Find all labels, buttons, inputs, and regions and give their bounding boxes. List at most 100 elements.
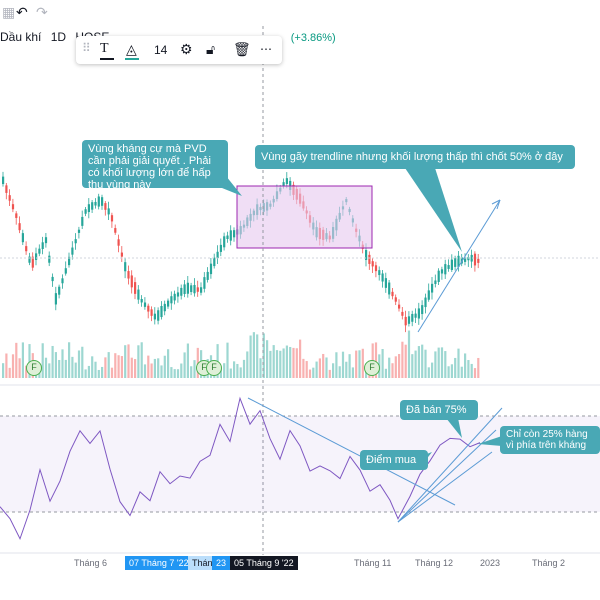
rsi-uptrend-line-3[interactable] xyxy=(397,451,493,523)
candle[interactable] xyxy=(120,252,123,257)
candle[interactable] xyxy=(209,263,213,275)
candle[interactable] xyxy=(477,258,480,263)
rsi-line[interactable] xyxy=(0,396,481,541)
candle[interactable] xyxy=(143,302,147,307)
candle[interactable] xyxy=(110,215,114,222)
candle[interactable] xyxy=(193,284,196,294)
candle[interactable] xyxy=(38,248,41,254)
candle[interactable] xyxy=(391,291,394,297)
candle[interactable] xyxy=(411,313,414,322)
candle[interactable] xyxy=(48,255,51,263)
candle[interactable] xyxy=(163,303,166,312)
trendline-up[interactable] xyxy=(417,199,501,333)
candle[interactable] xyxy=(473,253,477,266)
redo-icon[interactable]: ↷ xyxy=(36,4,48,20)
candle[interactable] xyxy=(401,311,404,316)
candle[interactable] xyxy=(447,265,450,269)
candle[interactable] xyxy=(127,271,130,279)
candle[interactable] xyxy=(137,289,140,300)
candle[interactable] xyxy=(219,244,222,252)
candle[interactable] xyxy=(147,305,150,312)
event-marker[interactable]: F xyxy=(26,360,42,376)
candle[interactable] xyxy=(464,257,467,262)
callout-buy-point[interactable]: Điểm mua xyxy=(360,450,428,470)
candle[interactable] xyxy=(58,286,61,295)
event-marker[interactable]: F xyxy=(364,360,380,376)
candle[interactable] xyxy=(407,316,411,324)
candle[interactable] xyxy=(440,269,444,274)
text-tool-icon[interactable]: T xyxy=(100,41,109,56)
candle[interactable] xyxy=(460,257,463,264)
candle[interactable] xyxy=(431,283,434,293)
rsi-downtrend-line[interactable] xyxy=(247,397,456,506)
candle[interactable] xyxy=(15,213,18,218)
candle[interactable] xyxy=(107,208,110,215)
callout-remaining[interactable]: Chỉ còn 25% hàng vì phía trên kháng xyxy=(500,426,600,454)
rsi-uptrend-line-2[interactable] xyxy=(397,429,497,523)
candle[interactable] xyxy=(394,297,397,302)
candle[interactable] xyxy=(282,182,285,187)
candle[interactable] xyxy=(371,261,374,267)
candle[interactable] xyxy=(167,300,170,307)
candle[interactable] xyxy=(365,250,368,260)
settings-gear-icon[interactable]: ⚙ xyxy=(180,41,193,57)
candle[interactable] xyxy=(51,276,54,282)
candle[interactable] xyxy=(104,203,107,210)
candle[interactable] xyxy=(180,287,183,296)
candle[interactable] xyxy=(31,256,34,268)
candle[interactable] xyxy=(223,236,226,248)
candle[interactable] xyxy=(21,233,24,243)
candle[interactable] xyxy=(421,305,424,315)
candle[interactable] xyxy=(11,204,15,210)
candle[interactable] xyxy=(289,180,292,190)
candle[interactable] xyxy=(388,282,391,295)
candle[interactable] xyxy=(190,285,193,293)
candle[interactable] xyxy=(285,178,288,184)
undo-icon[interactable]: ↶ xyxy=(16,4,28,20)
candle[interactable] xyxy=(467,257,470,261)
symbol-name[interactable]: Dầu khí xyxy=(0,30,42,44)
candle[interactable] xyxy=(457,255,460,267)
candle[interactable] xyxy=(140,298,143,303)
candle[interactable] xyxy=(18,223,21,231)
candle[interactable] xyxy=(200,287,203,293)
candle[interactable] xyxy=(203,277,206,289)
rsi-uptrend-line-1[interactable] xyxy=(397,407,503,523)
candle[interactable] xyxy=(41,242,44,250)
candle[interactable] xyxy=(427,290,430,300)
candle[interactable] xyxy=(381,273,384,282)
candle[interactable] xyxy=(160,305,163,318)
candle[interactable] xyxy=(64,268,67,274)
symbol-interval[interactable]: 1D xyxy=(50,30,67,44)
candle[interactable] xyxy=(130,275,133,288)
candle[interactable] xyxy=(97,196,100,207)
candle[interactable] xyxy=(101,197,104,206)
candle[interactable] xyxy=(117,239,120,246)
callout-sold[interactable]: Đã bán 75% xyxy=(400,400,478,420)
candle[interactable] xyxy=(153,313,156,320)
candle[interactable] xyxy=(74,239,77,244)
candle[interactable] xyxy=(71,247,74,255)
candle[interactable] xyxy=(226,235,229,239)
candle[interactable] xyxy=(384,278,387,288)
candle[interactable] xyxy=(8,195,11,201)
candle[interactable] xyxy=(233,230,236,238)
candle[interactable] xyxy=(444,264,447,275)
candle[interactable] xyxy=(176,292,180,297)
trash-icon[interactable]: 🗑︎ xyxy=(233,41,251,57)
candle[interactable] xyxy=(213,257,216,267)
candle[interactable] xyxy=(216,251,219,259)
candle[interactable] xyxy=(54,293,57,305)
candle[interactable] xyxy=(150,309,153,316)
candle[interactable] xyxy=(35,253,38,260)
candle[interactable] xyxy=(414,313,417,318)
candle[interactable] xyxy=(87,204,90,213)
candle[interactable] xyxy=(434,280,437,285)
candle[interactable] xyxy=(196,287,199,292)
candle[interactable] xyxy=(170,296,173,304)
candle[interactable] xyxy=(61,278,64,284)
event-marker[interactable]: F xyxy=(206,360,222,376)
candle[interactable] xyxy=(134,282,137,294)
candle[interactable] xyxy=(450,259,453,270)
